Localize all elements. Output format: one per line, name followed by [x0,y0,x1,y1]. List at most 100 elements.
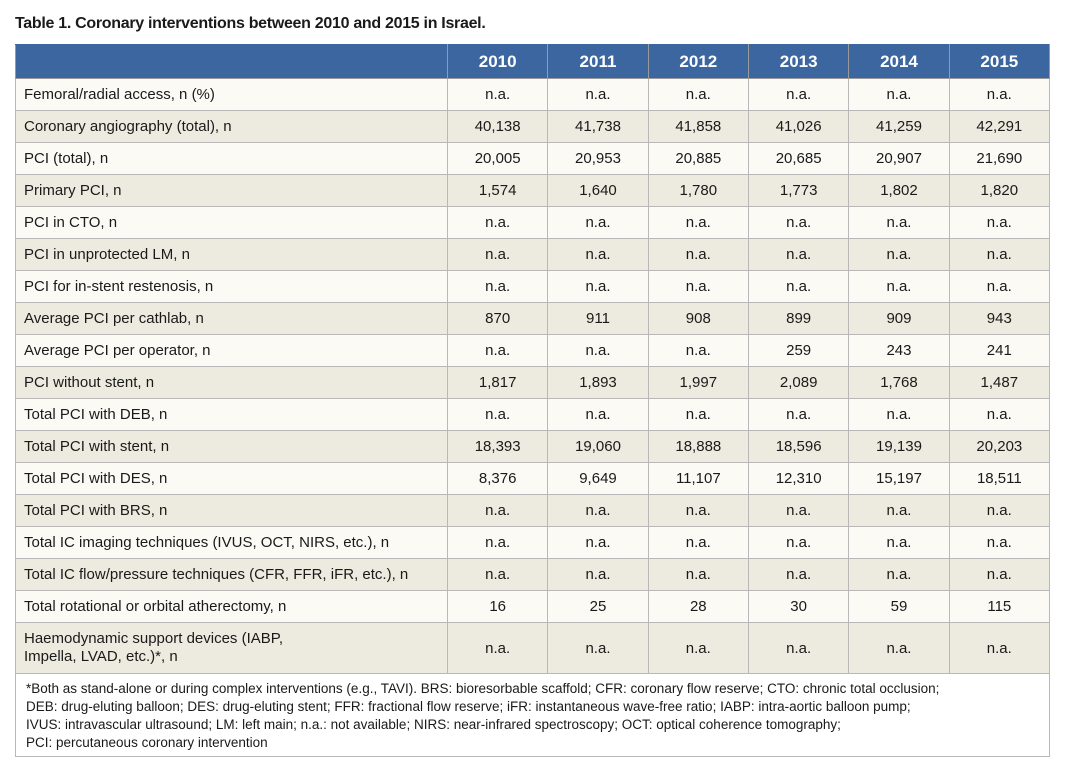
value-cell: 41,026 [747,110,850,143]
value-cell: n.a. [948,622,1051,674]
value-cell: n.a. [848,270,950,303]
value-cell: n.a. [747,398,850,431]
value-cell: n.a. [647,494,749,527]
value-cell: 20,907 [848,142,950,175]
value-cell: 18,393 [446,430,549,463]
column-header: 2013 [747,44,850,79]
table-row: Primary PCI, n 1,574 1,640 1,780 1,773 1,802 1… [15,174,1051,207]
value-cell: 41,259 [848,110,950,143]
value-cell: 18,596 [747,430,850,463]
value-cell: 1,780 [647,174,749,207]
table-row: PCI in CTO, n n.a. n.a. n.a. n.a. n.a. n.a. [15,206,1051,239]
row-label: PCI for in-stent restenosis, n [15,270,448,303]
value-cell: 20,685 [747,142,850,175]
value-cell: n.a. [848,558,950,591]
table-row: Total PCI with BRS, n n.a. n.a. n.a. n.a. n.a… [15,494,1051,527]
value-cell: n.a. [848,206,950,239]
value-cell: 20,203 [948,430,1051,463]
footnote-line: PCI: percutaneous coronary intervention [26,735,268,750]
value-cell: n.a. [647,78,749,111]
value-cell: 1,820 [948,174,1051,207]
value-cell: 1,487 [948,366,1051,399]
table-row: Total rotational or orbital atherectomy,… [15,590,1051,623]
value-cell: n.a. [747,78,850,111]
value-cell: n.a. [848,622,950,674]
value-cell: n.a. [848,398,950,431]
value-cell: n.a. [647,270,749,303]
footnote: *Both as stand-alone or during complex i… [15,673,1050,757]
value-cell: 20,005 [446,142,549,175]
value-cell: n.a. [547,398,649,431]
table-title: Table 1. Coronary interventions between … [15,15,486,32]
value-cell: 259 [747,334,850,367]
row-label: Haemodynamic support devices (IABP, Impe… [15,622,448,674]
value-cell: n.a. [547,238,649,271]
value-cell: 12,310 [747,462,850,495]
footnote-line: IVUS: intravascular ultrasound; LM: left… [26,717,841,732]
value-cell: 243 [848,334,950,367]
row-label: Primary PCI, n [15,174,448,207]
row-label: Average PCI per cathlab, n [15,302,448,335]
value-cell: n.a. [948,270,1051,303]
value-cell: n.a. [747,526,850,559]
value-cell: 241 [948,334,1051,367]
table-row: Average PCI per operator, n n.a. n.a. n.a. 2… [15,334,1051,367]
value-cell: 1,773 [747,174,850,207]
value-cell: n.a. [446,398,549,431]
value-cell: 911 [547,302,649,335]
table-row: Total PCI with stent, n 18,393 19,060 18,88… [15,430,1051,463]
value-cell: n.a. [948,238,1051,271]
value-cell: n.a. [647,558,749,591]
value-cell: 870 [446,302,549,335]
value-cell: n.a. [647,526,749,559]
footnote-line: *Both as stand-alone or during complex i… [26,681,940,696]
table-row: PCI (total), n 20,005 20,953 20,885 20,685 20… [15,142,1051,175]
value-cell: 30 [747,590,850,623]
value-cell: 59 [848,590,950,623]
value-cell: n.a. [647,334,749,367]
column-header: 2010 [446,44,549,79]
value-cell: n.a. [948,78,1051,111]
value-cell: 943 [948,302,1051,335]
column-header: 2011 [547,44,649,79]
value-cell: n.a. [547,334,649,367]
row-label: Average PCI per operator, n [15,334,448,367]
value-cell: n.a. [647,622,749,674]
value-cell: 2,089 [747,366,850,399]
corner-cell [15,44,448,79]
row-label: Total IC imaging techniques (IVUS, OCT, … [15,526,448,559]
row-label: Femoral/radial access, n (%) [15,78,448,111]
value-cell: 40,138 [446,110,549,143]
value-cell: 115 [948,590,1051,623]
value-cell: n.a. [547,622,649,674]
value-cell: n.a. [747,238,850,271]
value-cell: n.a. [948,558,1051,591]
table-row: PCI for in-stent restenosis, n n.a. n.a. n.… [15,270,1051,303]
value-cell: n.a. [446,526,549,559]
value-cell: n.a. [747,270,850,303]
footnote-line: DEB: drug-eluting balloon; DES: drug-elu… [26,699,911,714]
value-cell: n.a. [647,238,749,271]
table-row: PCI in unprotected LM, n n.a. n.a. n.a. n.a.… [15,238,1051,271]
value-cell: 41,738 [547,110,649,143]
value-cell: 15,197 [848,462,950,495]
table-row: Coronary angiography (total), n 40,138 41,… [15,110,1051,143]
column-header: 2014 [848,44,950,79]
value-cell: n.a. [848,78,950,111]
value-cell: 908 [647,302,749,335]
table-row: Femoral/radial access, n (%) n.a. n.a. n.a.… [15,78,1051,111]
table-row: Haemodynamic support devices (IABP, Impe… [15,622,1051,674]
value-cell: 1,893 [547,366,649,399]
value-cell: n.a. [948,398,1051,431]
table-row: PCI without stent, n 1,817 1,893 1,997 2,089… [15,366,1051,399]
row-label: Total PCI with BRS, n [15,494,448,527]
value-cell: n.a. [547,206,649,239]
value-cell: n.a. [547,558,649,591]
value-cell: 9,649 [547,462,649,495]
value-cell: 19,139 [848,430,950,463]
value-cell: 16 [446,590,549,623]
value-cell: n.a. [747,494,850,527]
table-row: Total IC flow/pressure techniques (CFR, … [15,558,1051,591]
value-cell: n.a. [446,558,549,591]
row-label: Total PCI with DEB, n [15,398,448,431]
